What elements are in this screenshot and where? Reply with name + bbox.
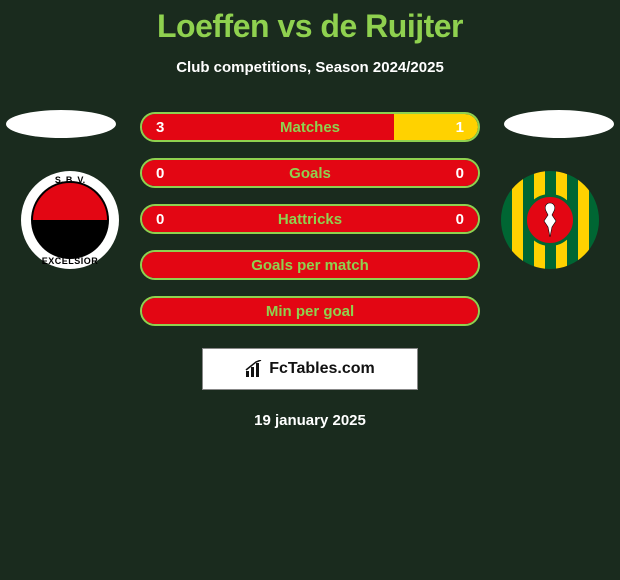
stat-value-left: 0 (156, 165, 164, 182)
stat-row-goals: 0 Goals 0 (140, 158, 480, 188)
player-silhouette-right (504, 110, 614, 138)
ado-badge (501, 171, 599, 269)
excelsior-badge: S. B. V. EXCELSIOR (21, 171, 119, 269)
stat-row-mpg: Min per goal (140, 296, 480, 326)
club-badge-left: S. B. V. EXCELSIOR (20, 170, 120, 270)
stat-row-hattricks: 0 Hattricks 0 (140, 204, 480, 234)
date-text: 19 january 2025 (254, 412, 366, 429)
stat-value-right: 1 (456, 119, 464, 136)
subtitle: Club competitions, Season 2024/2025 (176, 59, 444, 76)
stats-area: S. B. V. EXCELSIOR 3 Matches 1 (0, 112, 620, 326)
stork-icon (536, 201, 564, 239)
bar-fill-right (394, 114, 478, 140)
page-title: Loeffen vs de Ruijter (157, 8, 463, 45)
stat-value-right: 0 (456, 165, 464, 182)
stat-label: Min per goal (266, 303, 354, 320)
badge-inner (31, 181, 109, 259)
stat-value-left: 0 (156, 211, 164, 228)
stat-label: Matches (280, 119, 340, 136)
stat-value-left: 3 (156, 119, 164, 136)
stat-label: Goals per match (251, 257, 369, 274)
infographic-container: Loeffen vs de Ruijter Club competitions,… (0, 0, 620, 429)
badge-text: EXCELSIOR (42, 256, 99, 266)
stat-value-right: 0 (456, 211, 464, 228)
stat-label: Goals (289, 165, 331, 182)
player-silhouette-left (6, 110, 116, 138)
badge-text: S. B. V. (55, 175, 85, 185)
stat-row-gpm: Goals per match (140, 250, 480, 280)
watermark: FcTables.com (202, 348, 418, 390)
stat-bars: 3 Matches 1 0 Goals 0 0 Hattricks 0 Goal… (140, 112, 480, 326)
bar-fill-left (142, 114, 394, 140)
stat-row-matches: 3 Matches 1 (140, 112, 480, 142)
chart-icon (245, 360, 263, 378)
club-badge-right (500, 170, 600, 270)
stat-label: Hattricks (278, 211, 342, 228)
watermark-text: FcTables.com (269, 360, 375, 378)
badge-inner (524, 194, 576, 246)
